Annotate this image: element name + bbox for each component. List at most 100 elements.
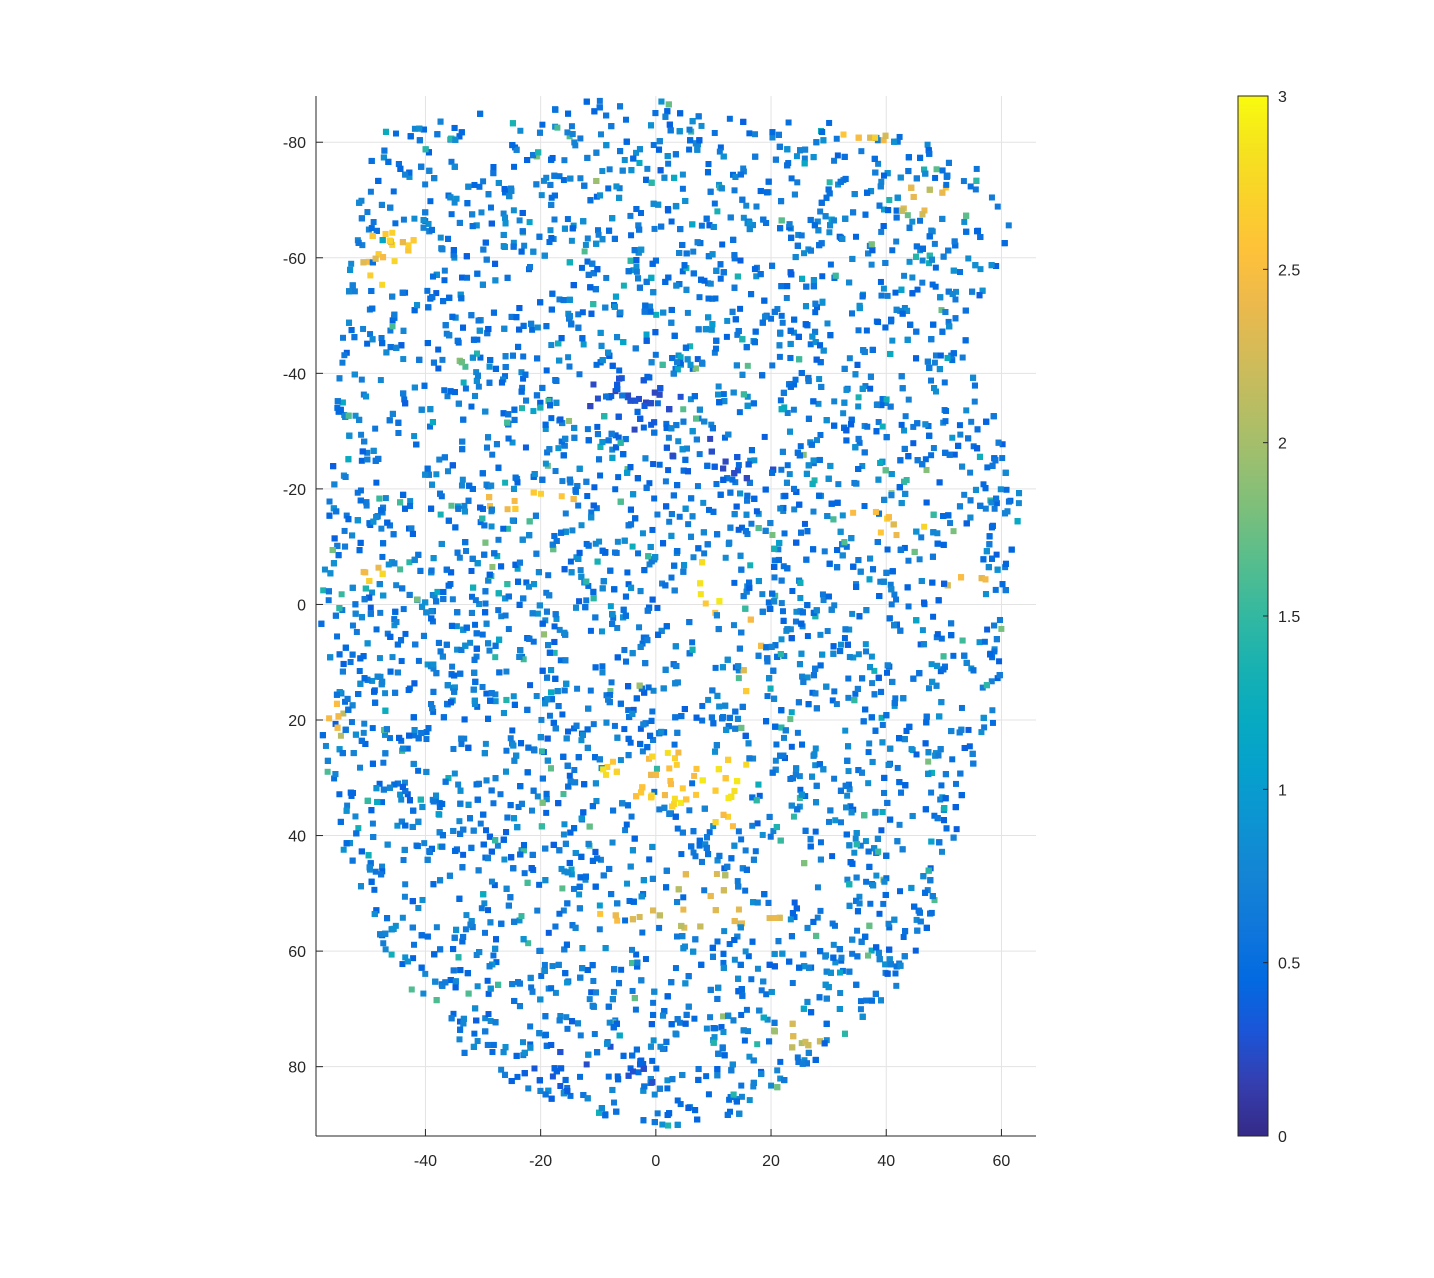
scatter-point (753, 273, 760, 280)
scatter-point (769, 532, 776, 539)
scatter-point (812, 762, 819, 769)
scatter-point (649, 526, 656, 533)
scatter-point (536, 881, 543, 888)
scatter-point (938, 307, 945, 314)
scatter-point (567, 1092, 574, 1099)
scatter-point (746, 1053, 753, 1060)
scatter-point (832, 959, 839, 966)
scatter-point (348, 719, 355, 726)
scatter-point (379, 868, 386, 875)
scatter-point (492, 654, 499, 661)
scatter-point (680, 894, 687, 901)
scatter-point (541, 961, 548, 968)
scatter-point (892, 289, 899, 296)
scatter-point (691, 772, 698, 779)
scatter-point (674, 825, 681, 832)
scatter-point (742, 948, 749, 955)
scatter-point (893, 238, 900, 245)
scatter-point (797, 786, 804, 793)
scatter-point (671, 741, 678, 748)
scatter-point (430, 708, 437, 715)
scatter-point (751, 457, 758, 464)
scatter-point (502, 612, 509, 619)
scatter-point (783, 295, 790, 302)
scatter-point (876, 910, 883, 917)
scatter-point (689, 365, 696, 372)
scatter-point (516, 917, 523, 924)
scatter-point (590, 721, 597, 728)
scatter-point (738, 524, 745, 531)
scatter-point (885, 920, 892, 927)
scatter-point (435, 346, 442, 353)
scatter-point (820, 597, 827, 604)
scatter-point (747, 562, 754, 569)
scatter-point (996, 658, 1003, 665)
scatter-point (575, 311, 582, 318)
scatter-point (577, 1032, 584, 1039)
scatter-point (699, 717, 706, 724)
scatter-point (448, 211, 455, 218)
scatter-point (485, 907, 492, 914)
scatter-point (988, 678, 995, 685)
scatter-point (701, 277, 708, 284)
scatter-point (568, 237, 575, 244)
scatter-point (778, 600, 785, 607)
scatter-point (794, 729, 801, 736)
scatter-point (516, 217, 523, 224)
scatter-point (844, 876, 851, 883)
scatter-point (696, 842, 703, 849)
scatter-point (680, 906, 687, 913)
scatter-point (798, 232, 805, 239)
scatter-point (334, 633, 341, 640)
scatter-point (630, 706, 637, 713)
scatter-point (651, 225, 658, 232)
scatter-point (905, 396, 912, 403)
scatter-point (746, 1097, 753, 1104)
scatter-point (576, 891, 583, 898)
scatter-point (919, 279, 926, 286)
scatter-point (791, 914, 798, 921)
scatter-point (583, 1061, 590, 1068)
scatter-point (941, 379, 948, 386)
scatter-point (980, 481, 987, 488)
scatter-point (590, 977, 597, 984)
scatter-point (430, 798, 437, 805)
scatter-point (730, 622, 737, 629)
scatter-point (845, 694, 852, 701)
scatter-point (729, 476, 736, 483)
scatter-point (332, 720, 339, 727)
scatter-point (667, 781, 674, 788)
scatter-point (942, 418, 949, 425)
scatter-point (893, 982, 900, 989)
scatter-point (795, 231, 802, 238)
scatter-point (570, 885, 577, 892)
scatter-point (472, 597, 479, 604)
scatter-point (349, 622, 356, 629)
scatter-point (917, 217, 924, 224)
scatter-point (696, 294, 703, 301)
scatter-point (384, 630, 391, 637)
scatter-point (856, 893, 863, 900)
scatter-point (593, 193, 600, 200)
scatter-point (620, 282, 627, 289)
scatter-point (826, 119, 833, 126)
scatter-point (553, 615, 560, 622)
scatter-point (324, 768, 331, 775)
scatter-point (436, 804, 443, 811)
scatter-point (640, 424, 647, 431)
scatter-point (938, 848, 945, 855)
scatter-point (624, 569, 631, 576)
scatter-point (460, 851, 467, 858)
scatter-point (993, 500, 1000, 507)
scatter-point (575, 502, 582, 509)
scatter-point (812, 309, 819, 316)
scatter-point (835, 481, 842, 488)
scatter-point (662, 478, 669, 485)
scatter-point (545, 929, 552, 936)
scatter-point (845, 768, 852, 775)
scatter-point (597, 856, 604, 863)
scatter-point (636, 913, 643, 920)
scatter-point (988, 499, 995, 506)
scatter-point (537, 490, 544, 497)
scatter-point (633, 263, 640, 270)
